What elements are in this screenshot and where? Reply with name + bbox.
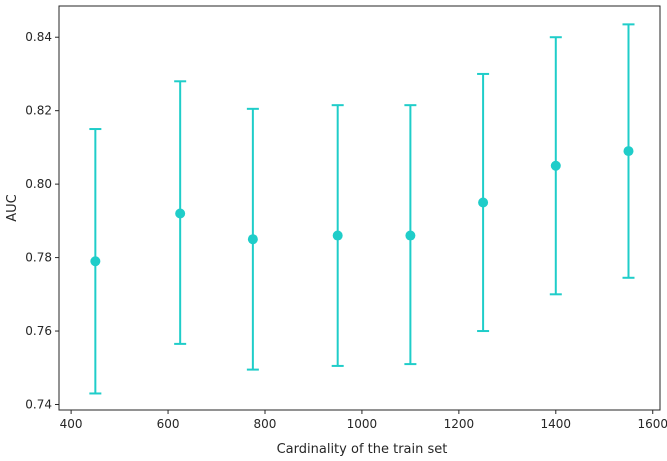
data-point-group — [549, 36, 562, 296]
data-point — [175, 208, 186, 219]
x-axis-label: Cardinality of the train set — [277, 442, 448, 457]
x-tick-label: 800 — [254, 417, 277, 431]
data-point — [623, 146, 634, 157]
data-point-group — [246, 107, 259, 371]
data-point — [478, 197, 489, 208]
data-point-group — [477, 72, 490, 333]
y-axis-label: AUC — [5, 194, 20, 222]
data-point — [247, 234, 258, 245]
data-point-group — [331, 104, 344, 367]
data-series — [89, 23, 635, 395]
data-point — [405, 230, 416, 241]
data-point — [550, 160, 561, 171]
data-point-group — [89, 128, 102, 395]
data-point-group — [622, 23, 635, 279]
data-point — [332, 230, 343, 241]
y-tick-label: 0.76 — [25, 324, 52, 338]
y-tick-label: 0.78 — [25, 251, 52, 265]
x-tick-label: 1000 — [347, 417, 378, 431]
y-tick-label: 0.80 — [25, 177, 52, 191]
data-point-group — [174, 80, 187, 345]
data-point — [90, 256, 101, 267]
y-tick-label: 0.82 — [25, 104, 52, 118]
x-tick-label: 1400 — [541, 417, 572, 431]
x-tick-label: 400 — [60, 417, 83, 431]
x-axis: 400 600 800 1000 1200 1400 1600 — [60, 410, 667, 431]
data-point-group — [404, 104, 417, 366]
x-tick-label: 1200 — [444, 417, 475, 431]
y-axis: 0.74 0.76 0.78 0.80 0.82 0.84 — [25, 30, 59, 411]
y-tick-label: 0.84 — [25, 30, 52, 44]
x-tick-label: 600 — [157, 417, 180, 431]
plot-area — [58, 5, 661, 411]
y-tick-label: 0.74 — [25, 397, 52, 411]
x-tick-label: 1600 — [637, 417, 667, 431]
